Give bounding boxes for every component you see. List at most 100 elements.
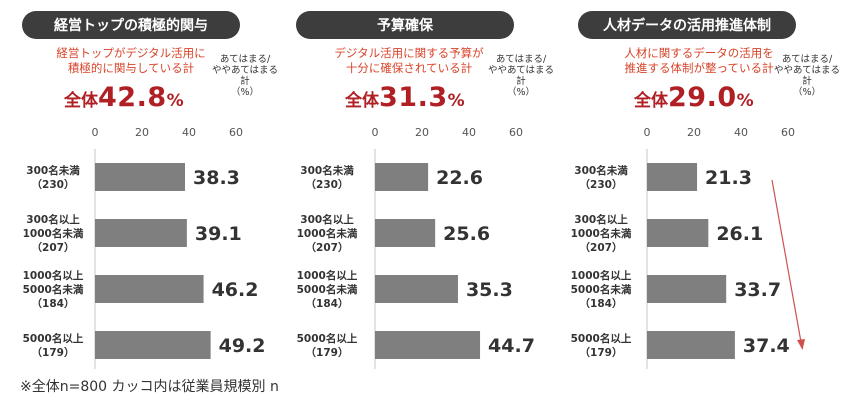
panel-subtitle: デジタル活用に関する予算が 十分に確保されている計 — [304, 46, 514, 76]
unit-line: 計 — [802, 76, 812, 87]
footnote: ※全体n=800 カッコ内は従業員規模別 n — [20, 379, 279, 395]
panel-subtitle: 人材に関するデータの活用を 推進する体制が整っている計 — [594, 46, 804, 76]
unit-line: ややあてはまる — [487, 65, 555, 76]
unit-line: あてはまる/ — [219, 54, 271, 65]
total-unit: % — [736, 91, 754, 111]
x-tick-label: 40 — [462, 126, 476, 139]
subtitle-line: 推進する体制が整っている計 — [624, 61, 774, 75]
category-label: （230） — [306, 178, 349, 191]
category-label: 300名未満 — [26, 164, 80, 177]
bar — [375, 275, 458, 303]
unit-line: ややあてはまる — [773, 65, 841, 76]
unit-note: あてはまる/ ややあてはまる 計 （%） — [772, 54, 842, 98]
data-label: 37.4 — [743, 335, 790, 357]
bar — [647, 275, 727, 303]
total-value: 全体29.0% — [634, 82, 754, 113]
category-label: （207） — [32, 241, 75, 254]
category-label: 1000名以上 — [297, 269, 358, 282]
bar — [647, 163, 698, 191]
bar — [647, 331, 735, 359]
total-number: 29.0 — [668, 82, 737, 113]
x-tick-label: 60 — [229, 126, 243, 139]
bar-chart: 0 20 40 6021.3300名未満（230）26.1300名以上1000名未満（… — [571, 126, 805, 369]
unit-note: あてはまる/ ややあてはまる 計 （%） — [210, 54, 280, 98]
unit-line: （%） — [792, 87, 822, 98]
bar — [375, 163, 429, 191]
bar — [95, 331, 211, 359]
category-label: 1000名未満 — [23, 227, 84, 240]
chart-panel-top-management: 経営トップの積極的関与 経営トップがデジタル活用に 積極的に関与している計 全体… — [0, 0, 282, 380]
unit-line: あてはまる/ — [495, 54, 547, 65]
x-tick-label: 40 — [182, 126, 196, 139]
category-label: 300名未満 — [300, 164, 354, 177]
bar — [375, 219, 436, 247]
unit-line: 計 — [240, 76, 250, 87]
data-label: 33.7 — [734, 279, 781, 301]
subtitle-line: 十分に確保されている計 — [345, 61, 473, 75]
category-label: 300名以上 — [26, 213, 80, 226]
data-label: 44.7 — [488, 335, 535, 357]
panel-title: 経営トップの積極的関与 — [22, 11, 240, 39]
subtitle-line: 経営トップがデジタル活用に — [56, 46, 206, 60]
data-label: 21.3 — [705, 167, 752, 189]
data-label: 26.1 — [716, 223, 763, 245]
subtitle-line: デジタル活用に関する予算が — [334, 46, 484, 60]
category-label: 1000名以上 — [23, 269, 84, 282]
x-tick-label: 60 — [781, 126, 795, 139]
data-label: 46.2 — [212, 279, 259, 301]
category-label: 300名以上 — [300, 213, 354, 226]
panel-subtitle: 経営トップがデジタル活用に 積極的に関与している計 — [22, 46, 240, 76]
category-label: 1000名未満 — [297, 227, 358, 240]
category-label: 5000名未満 — [571, 283, 632, 296]
category-label: 300名未満 — [574, 164, 628, 177]
total-number: 31.3 — [379, 82, 448, 113]
panel-title: 予算確保 — [296, 11, 514, 39]
category-label: 5000名未満 — [297, 283, 358, 296]
unit-line: （%） — [506, 87, 536, 98]
x-tick-label: 0 — [92, 126, 99, 139]
category-label: 5000名以上 — [297, 332, 358, 345]
category-label: （184） — [306, 297, 349, 310]
total-value: 全体31.3% — [345, 82, 465, 113]
total-label: 全体 — [64, 91, 98, 111]
category-label: 1000名以上 — [571, 269, 632, 282]
category-label: （230） — [580, 178, 623, 191]
category-label: （179） — [580, 346, 623, 359]
bar — [95, 219, 187, 247]
category-label: 300名以上 — [574, 213, 628, 226]
subtitle-line: 積極的に関与している計 — [67, 61, 195, 75]
category-label: 5000名以上 — [571, 332, 632, 345]
chart-panel-budget: 予算確保 デジタル活用に関する予算が 十分に確保されている計 全体31.3% あ… — [282, 0, 564, 380]
data-label: 22.6 — [436, 167, 483, 189]
x-tick-label: 20 — [415, 126, 429, 139]
unit-line: （%） — [230, 87, 260, 98]
panel-title: 人材データの活用推進体制 — [578, 11, 796, 39]
x-tick-label: 0 — [644, 126, 651, 139]
category-label: （179） — [306, 346, 349, 359]
data-label: 49.2 — [219, 335, 266, 357]
x-tick-label: 0 — [372, 126, 379, 139]
category-label: （207） — [580, 241, 623, 254]
total-value: 全体42.8% — [64, 82, 184, 113]
total-number: 42.8 — [98, 82, 167, 113]
category-label: （184） — [580, 297, 623, 310]
bar-chart: 0 20 40 6038.3300名未満（230）39.1300名以上1000名未満（… — [23, 126, 266, 369]
total-label: 全体 — [634, 91, 668, 111]
x-tick-label: 20 — [135, 126, 149, 139]
category-label: （230） — [32, 178, 75, 191]
trend-arrow-line — [771, 179, 802, 343]
bar — [375, 331, 481, 359]
x-tick-label: 60 — [509, 126, 523, 139]
bar — [95, 163, 186, 191]
total-unit: % — [166, 91, 184, 111]
trend-arrow-head — [797, 339, 805, 350]
unit-line: ややあてはまる — [211, 65, 279, 76]
total-label: 全体 — [345, 91, 379, 111]
category-label: （207） — [306, 241, 349, 254]
data-label: 35.3 — [466, 279, 513, 301]
category-label: 5000名以上 — [23, 332, 84, 345]
subtitle-line: 人材に関するデータの活用を — [624, 46, 774, 60]
unit-line: 計 — [516, 76, 526, 87]
category-label: （184） — [32, 297, 75, 310]
data-label: 39.1 — [195, 223, 242, 245]
